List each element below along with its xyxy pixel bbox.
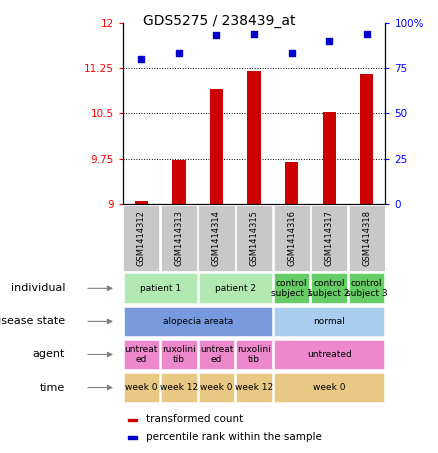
Bar <box>199 373 234 402</box>
Text: time: time <box>40 382 65 393</box>
Bar <box>237 340 272 369</box>
Text: GSM1414317: GSM1414317 <box>325 210 334 266</box>
Text: control
subject 1: control subject 1 <box>271 279 312 298</box>
Text: agent: agent <box>33 349 65 360</box>
Bar <box>124 307 272 336</box>
Bar <box>311 205 347 271</box>
Point <box>325 37 332 44</box>
Text: disease state: disease state <box>0 316 65 327</box>
Bar <box>349 274 384 303</box>
Bar <box>199 340 234 369</box>
Bar <box>161 205 197 271</box>
Point <box>251 30 258 37</box>
Text: individual: individual <box>11 283 65 294</box>
Bar <box>161 340 197 369</box>
Text: untreat
ed: untreat ed <box>125 345 158 364</box>
Text: control
subject 3: control subject 3 <box>346 279 388 298</box>
Text: control
subject 2: control subject 2 <box>308 279 350 298</box>
Text: normal: normal <box>313 317 345 326</box>
Bar <box>274 274 309 303</box>
Bar <box>199 274 272 303</box>
Bar <box>124 373 159 402</box>
Bar <box>161 373 197 402</box>
Bar <box>237 373 272 402</box>
Bar <box>124 340 159 369</box>
Point <box>213 32 220 39</box>
Bar <box>349 205 385 271</box>
Text: patient 2: patient 2 <box>215 284 256 293</box>
Text: week 0: week 0 <box>125 383 158 392</box>
Text: patient 1: patient 1 <box>140 284 181 293</box>
Text: week 0: week 0 <box>313 383 346 392</box>
Bar <box>124 274 197 303</box>
Text: untreated: untreated <box>307 350 352 359</box>
Point <box>288 50 295 57</box>
Text: GSM1414312: GSM1414312 <box>137 210 146 266</box>
Point <box>138 55 145 63</box>
Point <box>176 50 183 57</box>
Bar <box>274 307 384 336</box>
Bar <box>274 205 310 271</box>
Bar <box>311 274 347 303</box>
Bar <box>360 74 373 204</box>
Bar <box>173 160 186 204</box>
Bar <box>274 373 384 402</box>
Text: alopecia areata: alopecia areata <box>162 317 233 326</box>
Text: week 12: week 12 <box>160 383 198 392</box>
Bar <box>198 205 234 271</box>
Text: percentile rank within the sample: percentile rank within the sample <box>146 432 322 442</box>
Text: GSM1414318: GSM1414318 <box>362 210 371 266</box>
Bar <box>274 340 384 369</box>
Text: GDS5275 / 238439_at: GDS5275 / 238439_at <box>143 14 295 28</box>
Bar <box>285 162 298 204</box>
Text: week 12: week 12 <box>235 383 273 392</box>
Text: week 0: week 0 <box>200 383 233 392</box>
Bar <box>128 436 138 439</box>
Bar <box>135 201 148 204</box>
Bar <box>128 419 138 421</box>
Bar <box>124 205 159 271</box>
Bar <box>210 89 223 204</box>
Text: GSM1414315: GSM1414315 <box>250 210 258 266</box>
Text: transformed count: transformed count <box>146 414 244 424</box>
Bar <box>322 112 336 204</box>
Bar <box>247 71 261 204</box>
Text: GSM1414314: GSM1414314 <box>212 210 221 266</box>
Text: GSM1414313: GSM1414313 <box>174 210 184 266</box>
Text: ruxolini
tib: ruxolini tib <box>162 345 196 364</box>
Point <box>363 30 370 37</box>
Bar <box>236 205 272 271</box>
Text: untreat
ed: untreat ed <box>200 345 233 364</box>
Text: ruxolini
tib: ruxolini tib <box>237 345 271 364</box>
Text: GSM1414316: GSM1414316 <box>287 210 296 266</box>
